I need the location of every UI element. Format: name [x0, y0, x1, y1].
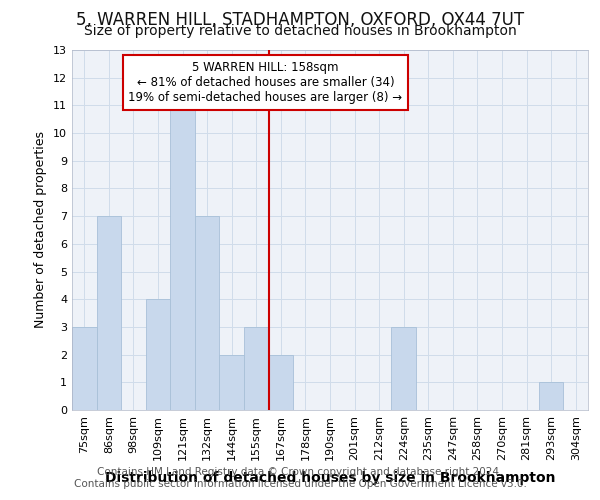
Bar	[539, 382, 563, 410]
Bar	[170, 106, 195, 410]
Bar	[146, 299, 170, 410]
Text: Size of property relative to detached houses in Brookhampton: Size of property relative to detached ho…	[83, 24, 517, 38]
Bar	[269, 354, 293, 410]
Bar	[97, 216, 121, 410]
Bar	[72, 327, 97, 410]
Bar	[391, 327, 416, 410]
Bar	[244, 327, 269, 410]
Bar	[220, 354, 244, 410]
Bar	[195, 216, 220, 410]
X-axis label: Distribution of detached houses by size in Brookhampton: Distribution of detached houses by size …	[105, 471, 555, 485]
Text: 5 WARREN HILL: 158sqm
← 81% of detached houses are smaller (34)
19% of semi-deta: 5 WARREN HILL: 158sqm ← 81% of detached …	[128, 61, 403, 104]
Text: Contains HM Land Registry data © Crown copyright and database right 2024.
Contai: Contains HM Land Registry data © Crown c…	[74, 468, 526, 489]
Y-axis label: Number of detached properties: Number of detached properties	[34, 132, 47, 328]
Text: 5, WARREN HILL, STADHAMPTON, OXFORD, OX44 7UT: 5, WARREN HILL, STADHAMPTON, OXFORD, OX4…	[76, 11, 524, 29]
